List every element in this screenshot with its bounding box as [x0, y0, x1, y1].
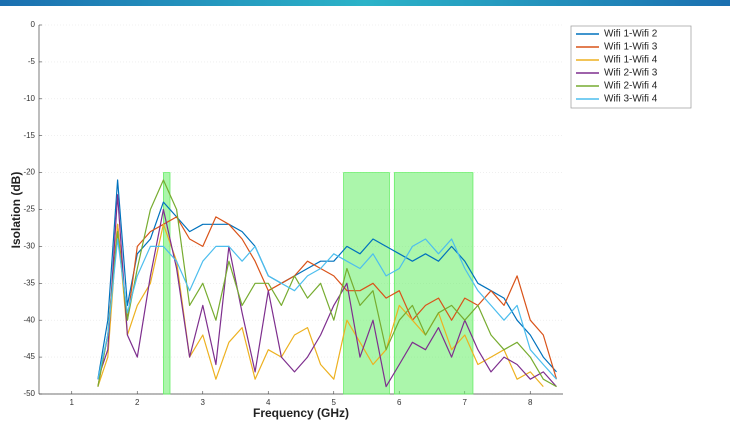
legend-label: Wifi 2-Wifi 3: [604, 68, 658, 79]
legend-label: Wifi 3-Wifi 4: [604, 94, 658, 105]
y-tick-label: -30: [23, 242, 35, 251]
y-tick-label: -35: [23, 278, 35, 287]
legend-label: Wifi 1-Wifi 4: [604, 55, 658, 66]
x-tick-label: 5: [332, 398, 337, 407]
legend-label: Wifi 1-Wifi 3: [604, 42, 658, 53]
y-tick-label: -40: [23, 315, 35, 324]
x-axis-label: Frequency (GHz): [253, 406, 349, 420]
y-tick-label: -45: [23, 352, 35, 361]
legend-box: [570, 25, 692, 109]
series-line: [97, 179, 557, 388]
series-line: [97, 238, 557, 380]
legend-label: Wifi 1-Wifi 2: [604, 29, 658, 40]
y-tick-label: 0: [31, 20, 36, 29]
legend-label: Wifi 2-Wifi 4: [604, 81, 658, 92]
x-tick-label: 8: [528, 398, 533, 407]
x-tick-label: 1: [70, 398, 75, 407]
series-line: [97, 179, 557, 380]
shaded-band: [393, 172, 474, 395]
x-tick-label: 6: [397, 398, 402, 407]
y-tick-label: -25: [23, 205, 35, 214]
y-tick-label: -10: [23, 94, 35, 103]
shaded-band: [343, 172, 390, 395]
x-tick-label: 2: [135, 398, 140, 407]
y-tick-label: -5: [28, 57, 36, 66]
header-bar: [0, 0, 730, 6]
x-tick-label: 7: [463, 398, 468, 407]
shaded-band: [163, 172, 171, 395]
y-tick-label: -20: [23, 168, 35, 177]
y-tick-label: -15: [23, 131, 35, 140]
x-tick-label: 3: [201, 398, 206, 407]
y-axis-label: Isolation (dB): [9, 172, 23, 249]
x-tick-label: 4: [266, 398, 271, 407]
series-line: [97, 194, 557, 388]
y-tick-label: -50: [23, 389, 35, 398]
